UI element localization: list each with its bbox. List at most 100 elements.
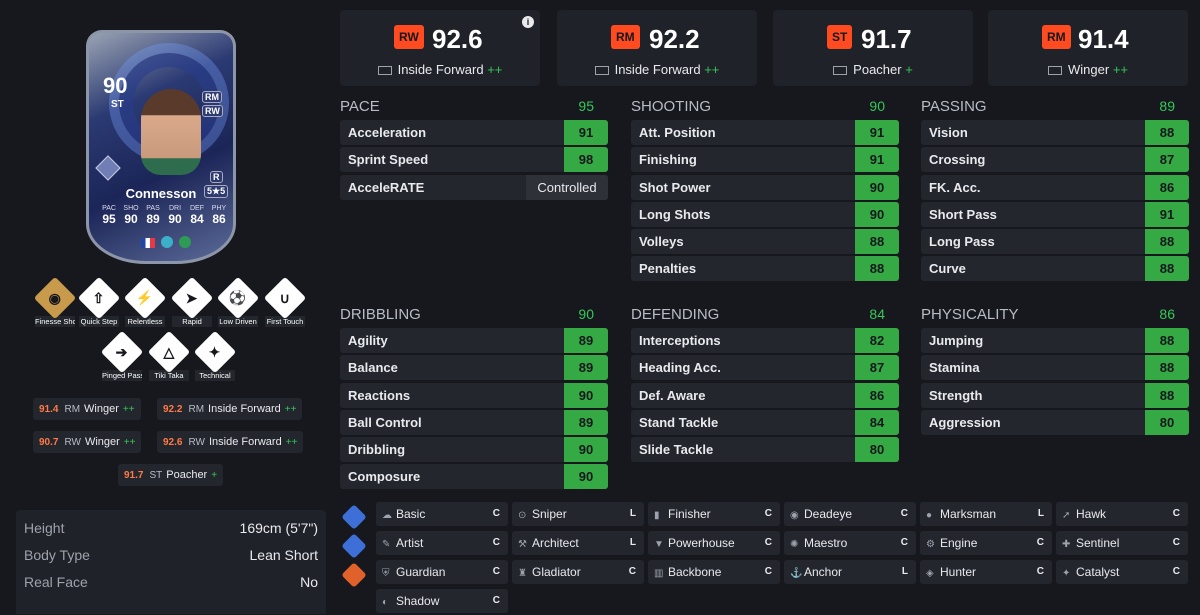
chem-style-icon: ✺ xyxy=(790,539,799,550)
chem-style-shadow[interactable]: ◐ Shadow C xyxy=(376,589,508,613)
alt-rating-value: 92.6 xyxy=(163,436,183,448)
stat-value: 91 xyxy=(855,147,899,173)
chem-style-basic[interactable]: ☁ Basic C xyxy=(376,502,508,526)
chem-style-class: L xyxy=(629,508,636,519)
playstyle-quick-step[interactable]: ⇧ Quick Step xyxy=(77,276,121,327)
group-physicality: PHYSICALITY 86 Jumping 88 Stamina 88 Strength 8… xyxy=(921,306,1189,437)
stat-label: Crossing xyxy=(929,152,986,168)
playstyle-label: Technical xyxy=(195,370,235,381)
alt-rating-value: 90.7 xyxy=(39,436,59,448)
chem-style-name: Sniper xyxy=(532,507,567,521)
playstyle-icon: ◉ xyxy=(33,276,77,320)
chem-style-backbone[interactable]: ▥ Backbone C xyxy=(648,560,780,584)
group-header: PACE 95 xyxy=(340,98,608,120)
chem-style-maestro[interactable]: ✺ Maestro C xyxy=(784,531,916,555)
chem-style-class: C xyxy=(1172,508,1180,519)
stat-value: 88 xyxy=(1145,256,1189,282)
alt-rating-pos: ST xyxy=(149,469,163,481)
group-value: 89 xyxy=(1159,98,1175,114)
info-icon[interactable]: i xyxy=(522,16,534,28)
chem-style-class: C xyxy=(900,508,908,519)
alt-rating-pos: RM xyxy=(188,403,205,415)
playstyle-tiki-taka[interactable]: △ Tiki Taka xyxy=(147,330,191,381)
chem-style-name: Guardian xyxy=(396,565,446,579)
chem-style-gladiator[interactable]: ♜ Gladiator C xyxy=(512,560,644,584)
chem-style-sniper[interactable]: ⊙ Sniper L xyxy=(512,502,644,526)
stat-value: 91 xyxy=(564,120,608,145)
group-header: DRIBBLING 90 xyxy=(340,306,608,328)
alt-rating-role: Winger xyxy=(84,403,119,415)
card-chem-icon xyxy=(95,155,121,181)
stat-label: FK. Acc. xyxy=(929,179,981,195)
role-card-icon xyxy=(1048,66,1062,76)
playstyle-technical[interactable]: ✦ Technical xyxy=(193,330,237,381)
chem-style-hawk[interactable]: ➚ Hawk C xyxy=(1056,502,1188,526)
chem-style-artist[interactable]: ✎ Artist C xyxy=(376,531,508,555)
chem-row-icon xyxy=(340,561,368,589)
playstyle-relentless[interactable]: ⚡ Relentless xyxy=(123,276,167,327)
stat-label: Att. Position xyxy=(639,125,716,140)
playstyle-first-touch[interactable]: ∪ First Touch xyxy=(263,276,307,327)
playstyle-rapid[interactable]: ➤ Rapid xyxy=(170,276,214,327)
info-row-body-type: Body Type Lean Short xyxy=(24,547,318,563)
card-weak-foot: R xyxy=(210,171,223,183)
top-role-rm-winger[interactable]: RM 91.4 Winger ++ xyxy=(988,10,1188,86)
stat-value: 98 xyxy=(564,147,608,173)
nation-flag-icon xyxy=(141,238,155,248)
chem-style-name: Marksman xyxy=(940,507,997,521)
alt-rating-rm-winger[interactable]: 91.4 RM Winger ++ xyxy=(33,398,141,420)
card-stat-value: 90 xyxy=(168,212,182,226)
chem-style-catalyst[interactable]: ✦ Catalyst C xyxy=(1056,560,1188,584)
stat-label: Stand Tackle xyxy=(639,414,719,430)
stat-label: Interceptions xyxy=(639,333,721,348)
playstyle-low-driven[interactable]: ⚽ Low Driven xyxy=(216,276,260,327)
group-shooting: SHOOTING 90 Att. Position 91 Finishing 91 Shot… xyxy=(631,98,899,284)
alt-rating-rw-inside-forward[interactable]: 92.6 RW Inside Forward ++ xyxy=(157,431,304,453)
role-position-badge: ST xyxy=(827,25,853,49)
stat-row: Acceleration 91 xyxy=(340,120,608,145)
stat-label: AcceleRATE xyxy=(348,179,425,195)
chem-style-hunter[interactable]: ◈ Hunter C xyxy=(920,560,1052,584)
stat-label: Slide Tackle xyxy=(639,442,714,458)
card-stat-label: DRI xyxy=(168,205,182,212)
player-card[interactable]: 90 ST RM RW R 5★5 Connesson PAC 95 SHO 90 … xyxy=(86,30,236,264)
chem-style-engine[interactable]: ⚙ Engine C xyxy=(920,531,1052,555)
chem-style-name: Shadow xyxy=(396,594,440,608)
info-label: Height xyxy=(24,520,65,536)
playstyle-pinged-pass[interactable]: ➔ Pinged Pass xyxy=(100,330,144,381)
alt-rating-role: Inside Forward xyxy=(208,403,281,415)
alt-rating-rw-winger[interactable]: 90.7 RW Winger ++ xyxy=(33,431,142,453)
role-name: Poacher xyxy=(853,62,902,77)
top-role-rw-inside-forward[interactable]: RW 92.6 Inside Forward ++ xyxy=(340,10,540,86)
role-position-badge: RM xyxy=(1042,25,1071,49)
chem-style-deadeye[interactable]: ◉ Deadeye C xyxy=(784,502,916,526)
playstyle-label: Pinged Pass xyxy=(102,370,142,381)
alt-rating-st-poacher[interactable]: 91.7 ST Poacher + xyxy=(118,464,224,486)
chem-style-anchor[interactable]: ⚓ Anchor L xyxy=(784,560,916,584)
card-stat-value: 84 xyxy=(190,212,204,226)
top-role-st-poacher[interactable]: ST 91.7 Poacher + xyxy=(773,10,973,86)
top-role-rm-inside-forward[interactable]: RM 92.2 Inside Forward ++ xyxy=(557,10,757,86)
stat-value: 86 xyxy=(1145,174,1189,200)
stat-label: Aggression xyxy=(929,414,1001,430)
playstyle-finesse-shot[interactable]: ◉ Finesse Shot xyxy=(33,276,77,327)
chem-style-sentinel[interactable]: ✚ Sentinel C xyxy=(1056,531,1188,555)
stat-value: 88 xyxy=(1145,120,1189,145)
alt-rating-rm-inside-forward[interactable]: 92.2 RM Inside Forward ++ xyxy=(157,398,303,420)
playstyle-glyph: ◉ xyxy=(48,289,62,306)
chem-style-finisher[interactable]: ▮ Finisher C xyxy=(648,502,780,526)
chem-style-guardian[interactable]: ⛨ Guardian C xyxy=(376,560,508,584)
chem-style-icon: ◉ xyxy=(790,510,799,521)
chem-category-icon xyxy=(341,504,367,530)
alt-rating-role: Inside Forward xyxy=(208,436,282,448)
card-stat-value: 95 xyxy=(102,212,116,226)
chem-style-marksman[interactable]: ● Marksman L xyxy=(920,502,1052,526)
chem-style-architect[interactable]: ⚒ Architect L xyxy=(512,531,644,555)
stat-value: 91 xyxy=(855,120,899,145)
chem-style-icon: ⚓ xyxy=(790,568,803,579)
chem-style-powerhouse[interactable]: ▼ Powerhouse C xyxy=(648,531,780,555)
stat-label: Stamina xyxy=(929,360,980,376)
chem-category-icon xyxy=(341,562,367,588)
stat-value: 86 xyxy=(855,382,899,408)
stat-label: Dribbling xyxy=(348,442,406,458)
